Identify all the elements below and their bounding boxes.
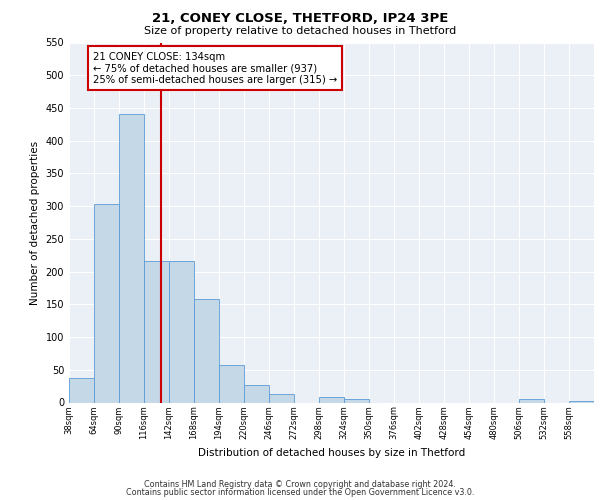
Bar [519,399,544,402]
Bar [94,204,119,402]
Text: Contains HM Land Registry data © Crown copyright and database right 2024.: Contains HM Land Registry data © Crown c… [144,480,456,489]
Bar [144,261,169,402]
Text: 21 CONEY CLOSE: 134sqm
← 75% of detached houses are smaller (937)
25% of semi-de: 21 CONEY CLOSE: 134sqm ← 75% of detached… [92,52,337,84]
Bar [269,394,294,402]
Bar [119,114,144,403]
Bar [344,399,369,402]
Bar [169,261,194,402]
Bar [244,386,269,402]
X-axis label: Distribution of detached houses by size in Thetford: Distribution of detached houses by size … [198,448,465,458]
Bar [194,299,219,403]
Bar [219,364,244,403]
Bar [569,401,594,402]
Bar [69,378,94,402]
Text: Size of property relative to detached houses in Thetford: Size of property relative to detached ho… [144,26,456,36]
Y-axis label: Number of detached properties: Number of detached properties [30,140,40,304]
Text: 21, CONEY CLOSE, THETFORD, IP24 3PE: 21, CONEY CLOSE, THETFORD, IP24 3PE [152,12,448,26]
Bar [319,396,344,402]
Text: Contains public sector information licensed under the Open Government Licence v3: Contains public sector information licen… [126,488,474,497]
